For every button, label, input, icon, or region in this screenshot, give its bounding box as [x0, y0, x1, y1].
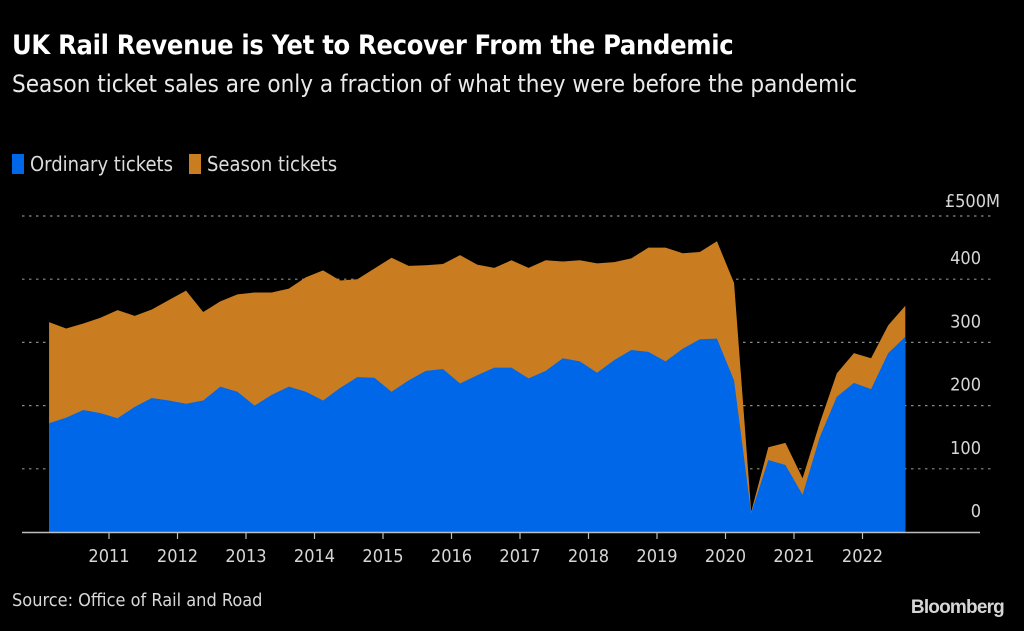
x-tick-label: 2011	[88, 546, 129, 567]
bloomberg-logo: Bloomberg	[910, 597, 1005, 618]
legend: Ordinary tickets Season tickets	[12, 152, 353, 176]
legend-swatch-ordinary	[12, 154, 24, 174]
y-tick-label: 400	[950, 248, 981, 269]
chart-subtitle: Season ticket sales are only a fraction …	[12, 70, 857, 98]
x-tick-label: 2015	[362, 546, 403, 567]
y-tick-label: 0	[971, 501, 981, 522]
areas	[49, 241, 906, 532]
source-note: Source: Office of Rail and Road	[12, 590, 263, 611]
y-tick-label: 100	[950, 438, 981, 459]
x-tick-label: 2014	[294, 546, 335, 567]
x-axis-labels: 2011 2012 2013 2014 2015 2016 2017 2018 2019 2020…	[88, 546, 883, 567]
x-tick-label: 2022	[842, 546, 883, 567]
x-tick-label: 2019	[636, 546, 677, 567]
x-tick-label: 2017	[499, 546, 540, 567]
y-tick-label: £500M	[945, 191, 1000, 212]
y-axis-labels: 0 100 200 300 400 £500M	[945, 191, 1000, 522]
x-tick-label: 2018	[568, 546, 609, 567]
area-ordinary-tickets	[49, 336, 906, 532]
x-tick-label: 2021	[773, 546, 814, 567]
legend-item-ordinary: Ordinary tickets	[12, 152, 173, 176]
legend-swatch-season	[188, 154, 201, 174]
y-tick-label: 200	[950, 375, 981, 396]
legend-label-season: Season tickets	[206, 152, 338, 176]
y-tick-label: 300	[950, 311, 981, 332]
x-tick-label: 2013	[225, 546, 266, 567]
x-tick-label: 2012	[157, 546, 198, 567]
x-tick-label: 2020	[705, 546, 746, 567]
legend-label-ordinary: Ordinary tickets	[30, 152, 173, 176]
chart-title: UK Rail Revenue is Yet to Recover From t…	[12, 30, 734, 61]
x-tick-label: 2016	[431, 546, 472, 567]
x-axis	[22, 531, 980, 539]
legend-item-season: Season tickets	[188, 152, 338, 176]
